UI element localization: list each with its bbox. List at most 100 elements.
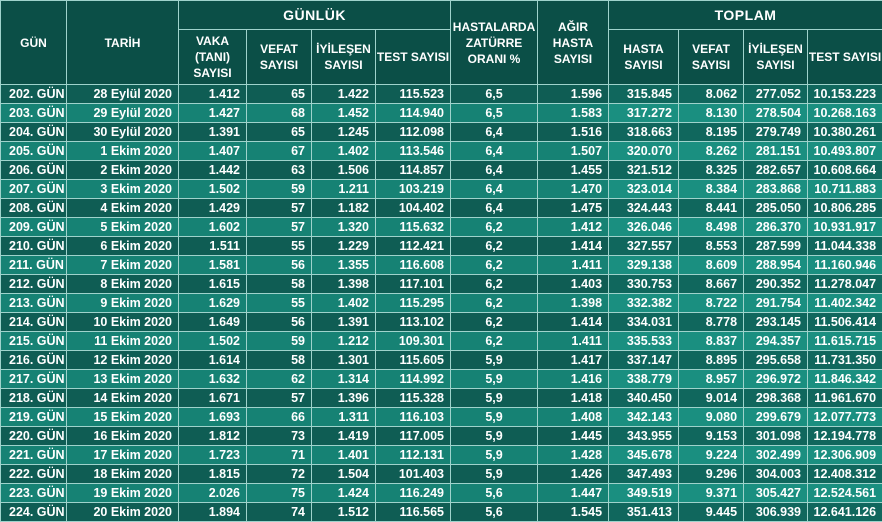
cell-agir-hasta: 1.416 bbox=[538, 370, 609, 389]
cell-toplam-iyilesen: 279.749 bbox=[744, 123, 808, 142]
cell-toplam-hasta: 337.147 bbox=[609, 351, 679, 370]
cell-gun: 217. GÜN bbox=[1, 370, 67, 389]
cell-toplam-vefat: 8.895 bbox=[679, 351, 744, 370]
cell-zaturre: 6,4 bbox=[451, 199, 538, 218]
cell-agir-hasta: 1.412 bbox=[538, 218, 609, 237]
cell-zaturre: 6,2 bbox=[451, 332, 538, 351]
cell-toplam-iyilesen: 301.098 bbox=[744, 427, 808, 446]
cell-toplam-test: 12.077.773 bbox=[808, 408, 882, 427]
cell-tarih: 30 Eylül 2020 bbox=[67, 123, 179, 142]
cell-tarih: 18 Ekim 2020 bbox=[67, 465, 179, 484]
header-toplam-vefat: VEFAT SAYISI bbox=[679, 30, 744, 85]
cell-zaturre: 6,5 bbox=[451, 85, 538, 104]
cell-iyilesen: 1.504 bbox=[312, 465, 376, 484]
cell-vefat: 59 bbox=[247, 180, 312, 199]
cell-test: 101.403 bbox=[376, 465, 451, 484]
cell-iyilesen: 1.391 bbox=[312, 313, 376, 332]
cell-agir-hasta: 1.545 bbox=[538, 503, 609, 522]
header-toplam-test: TEST SAYISI bbox=[808, 30, 882, 85]
cell-toplam-test: 11.160.946 bbox=[808, 256, 882, 275]
cell-gun: 221. GÜN bbox=[1, 446, 67, 465]
cell-test: 116.103 bbox=[376, 408, 451, 427]
cell-tarih: 10 Ekim 2020 bbox=[67, 313, 179, 332]
cell-toplam-hasta: 326.046 bbox=[609, 218, 679, 237]
cell-toplam-test: 11.506.414 bbox=[808, 313, 882, 332]
cell-vaka: 1.693 bbox=[179, 408, 247, 427]
cell-toplam-hasta: 317.272 bbox=[609, 104, 679, 123]
cell-vefat: 55 bbox=[247, 294, 312, 313]
cell-toplam-test: 12.641.126 bbox=[808, 503, 882, 522]
cell-toplam-test: 10.153.223 bbox=[808, 85, 882, 104]
cell-gun: 214. GÜN bbox=[1, 313, 67, 332]
cell-gun: 222. GÜN bbox=[1, 465, 67, 484]
cell-agir-hasta: 1.470 bbox=[538, 180, 609, 199]
cell-vaka: 1.581 bbox=[179, 256, 247, 275]
cell-gun: 211. GÜN bbox=[1, 256, 67, 275]
cell-agir-hasta: 1.411 bbox=[538, 256, 609, 275]
cell-vaka: 1.429 bbox=[179, 199, 247, 218]
cell-toplam-hasta: 330.753 bbox=[609, 275, 679, 294]
cell-toplam-test: 12.306.909 bbox=[808, 446, 882, 465]
cell-gun: 205. GÜN bbox=[1, 142, 67, 161]
header-tarih: TARİH bbox=[67, 1, 179, 85]
cell-toplam-vefat: 8.722 bbox=[679, 294, 744, 313]
cell-agir-hasta: 1.596 bbox=[538, 85, 609, 104]
cell-toplam-test: 11.961.670 bbox=[808, 389, 882, 408]
cell-zaturre: 6,2 bbox=[451, 294, 538, 313]
cell-gun: 215. GÜN bbox=[1, 332, 67, 351]
cell-toplam-hasta: 321.512 bbox=[609, 161, 679, 180]
cell-toplam-hasta: 334.031 bbox=[609, 313, 679, 332]
cell-agir-hasta: 1.426 bbox=[538, 465, 609, 484]
cell-toplam-vefat: 8.130 bbox=[679, 104, 744, 123]
cell-vaka: 1.615 bbox=[179, 275, 247, 294]
cell-agir-hasta: 1.414 bbox=[538, 237, 609, 256]
cell-tarih: 8 Ekim 2020 bbox=[67, 275, 179, 294]
cell-vaka: 1.815 bbox=[179, 465, 247, 484]
cell-zaturre: 5,9 bbox=[451, 408, 538, 427]
cell-vaka: 1.427 bbox=[179, 104, 247, 123]
cell-test: 117.101 bbox=[376, 275, 451, 294]
cell-vefat: 71 bbox=[247, 446, 312, 465]
cell-vaka: 1.671 bbox=[179, 389, 247, 408]
cell-vaka: 1.602 bbox=[179, 218, 247, 237]
cell-vaka: 1.407 bbox=[179, 142, 247, 161]
cell-iyilesen: 1.229 bbox=[312, 237, 376, 256]
cell-agir-hasta: 1.418 bbox=[538, 389, 609, 408]
cell-tarih: 16 Ekim 2020 bbox=[67, 427, 179, 446]
cell-vefat: 73 bbox=[247, 427, 312, 446]
cell-gun: 207. GÜN bbox=[1, 180, 67, 199]
cell-test: 114.992 bbox=[376, 370, 451, 389]
cell-tarih: 15 Ekim 2020 bbox=[67, 408, 179, 427]
cell-zaturre: 6,5 bbox=[451, 104, 538, 123]
cell-toplam-iyilesen: 283.868 bbox=[744, 180, 808, 199]
cell-vaka: 1.412 bbox=[179, 85, 247, 104]
cell-agir-hasta: 1.417 bbox=[538, 351, 609, 370]
cell-gun: 219. GÜN bbox=[1, 408, 67, 427]
cell-toplam-hasta: 320.070 bbox=[609, 142, 679, 161]
cell-vefat: 65 bbox=[247, 85, 312, 104]
cell-vefat: 56 bbox=[247, 313, 312, 332]
cell-zaturre: 6,4 bbox=[451, 161, 538, 180]
cell-toplam-vefat: 9.080 bbox=[679, 408, 744, 427]
cell-iyilesen: 1.402 bbox=[312, 294, 376, 313]
cell-gun: 212. GÜN bbox=[1, 275, 67, 294]
cell-vefat: 57 bbox=[247, 199, 312, 218]
header-toplam-iyilesen: İYİLEŞEN SAYISI bbox=[744, 30, 808, 85]
cell-test: 112.421 bbox=[376, 237, 451, 256]
cell-test: 117.005 bbox=[376, 427, 451, 446]
cell-toplam-test: 10.931.917 bbox=[808, 218, 882, 237]
cell-vefat: 59 bbox=[247, 332, 312, 351]
cell-iyilesen: 1.401 bbox=[312, 446, 376, 465]
